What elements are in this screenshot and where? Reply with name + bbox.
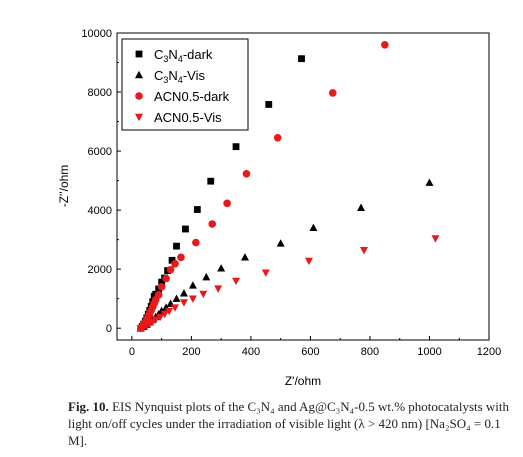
data-point [168, 256, 176, 264]
y-tick-label: 10000 [81, 28, 112, 40]
data-point [357, 203, 366, 211]
data-point [172, 294, 181, 302]
data-point [179, 289, 188, 297]
data-point [298, 55, 305, 63]
data-point [431, 235, 440, 243]
data-point [157, 283, 166, 291]
caption-text: EIS Nynquist plots of the C₃N₄ and Ag@C₃… [68, 399, 510, 448]
data-point [162, 274, 170, 283]
x-tick-label: 400 [242, 346, 260, 358]
data-point [217, 264, 226, 272]
legend-label: ACN0.5-dark [154, 89, 230, 104]
x-tick-label: 1000 [417, 346, 441, 358]
y-tick-label: 8000 [88, 87, 112, 99]
data-point [214, 285, 223, 293]
data-point [171, 260, 179, 268]
x-tick-label: 0 [129, 346, 135, 358]
legend-marker [135, 50, 143, 58]
data-point [242, 170, 251, 178]
y-tick-label: 6000 [88, 146, 112, 158]
y-tick-label: 2000 [88, 264, 112, 276]
legend-label: C3N4-Vis [154, 68, 205, 85]
data-point [223, 199, 231, 208]
plot-frame [116, 32, 490, 341]
data-point [360, 247, 369, 255]
data-point [165, 307, 174, 316]
data-point [309, 223, 318, 232]
data-point [177, 253, 185, 262]
data-point [276, 239, 285, 247]
data-point [173, 242, 180, 250]
data-point [188, 295, 197, 303]
data-point [273, 133, 282, 142]
data-point [232, 143, 240, 151]
y-tick-label: 4000 [88, 205, 112, 217]
data-point [207, 177, 215, 185]
data-point [156, 313, 165, 322]
data-point [202, 272, 211, 281]
data-point [171, 304, 180, 312]
y-tick-label: 0 [106, 323, 112, 335]
legend-label: ACN0.5-Vis [154, 110, 222, 125]
series-ACN0.5-dark [137, 41, 389, 332]
x-tick-label: 600 [301, 346, 319, 358]
data-point [199, 290, 208, 299]
data-point [208, 220, 217, 228]
data-point [381, 41, 389, 49]
data-point [160, 310, 169, 319]
legend-marker [135, 92, 143, 100]
series-ACN0.5-Vis [136, 235, 440, 333]
caption-label: Fig. 10. [68, 399, 109, 414]
data-point [179, 299, 188, 307]
data-point [166, 265, 175, 274]
x-tick-label: 1200 [477, 346, 501, 358]
data-point [232, 277, 241, 286]
data-point [304, 257, 313, 266]
data-point [425, 178, 434, 186]
data-point [328, 89, 337, 97]
eis-nyquist-chart: 0 200 400 600 800 1000 1200 0 2000 4000 6000 8000 10… [57, 28, 501, 388]
legend-box [121, 38, 249, 131]
data-point [265, 101, 273, 108]
figure-caption: Fig. 10. EIS Nynquist plots of the C₃N₄ … [68, 398, 518, 449]
legend-marker [135, 113, 143, 122]
x-tick-label: 800 [361, 346, 379, 358]
data-point [192, 238, 200, 247]
data-point [240, 253, 249, 261]
data-point [261, 269, 270, 277]
legend: C3N4-dark C3N4-Vis ACN0.5-dark ACN0.5-Vis [121, 38, 249, 131]
data-point [154, 291, 163, 299]
data-point [151, 316, 160, 324]
data-point [188, 281, 197, 289]
x-tick-label: 200 [182, 346, 200, 358]
legend-marker [135, 70, 143, 79]
legend-label: C3N4-dark [154, 47, 213, 64]
data-point [158, 278, 166, 286]
x-axis-title: Z'/ohm [285, 374, 321, 388]
data-point [193, 206, 201, 213]
data-point [182, 225, 189, 233]
y-axis-title: -Z''/ohm [57, 165, 71, 208]
